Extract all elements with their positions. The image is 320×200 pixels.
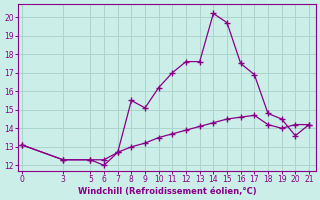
X-axis label: Windchill (Refroidissement éolien,°C): Windchill (Refroidissement éolien,°C) — [77, 187, 256, 196]
